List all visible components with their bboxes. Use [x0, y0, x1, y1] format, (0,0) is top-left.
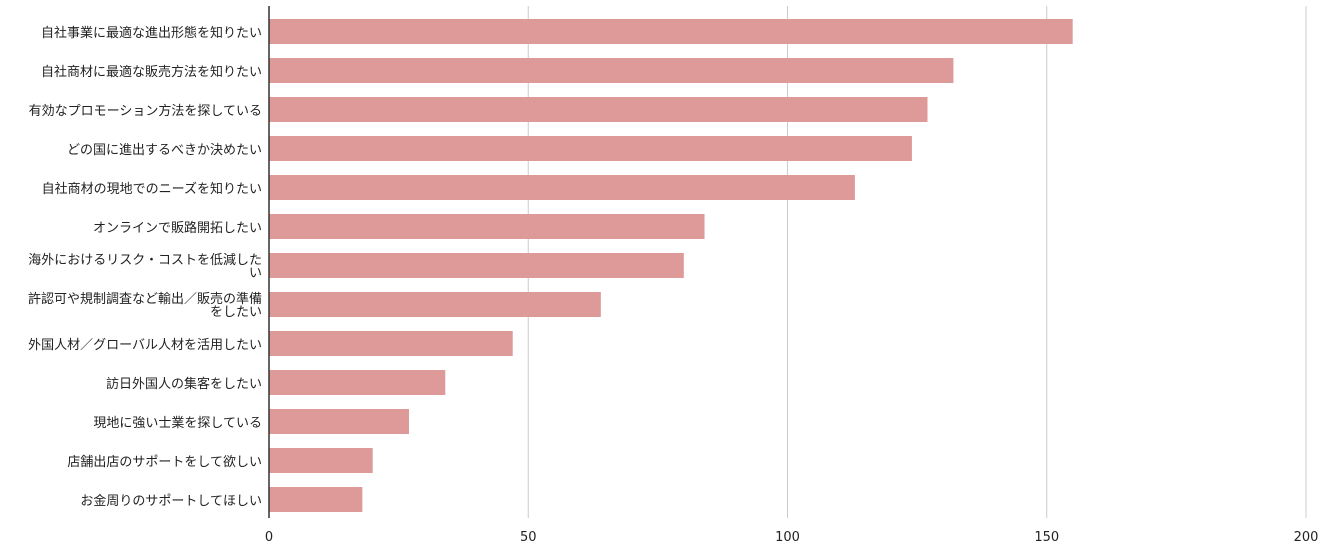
label-layer: 自社事業に最適な進出形態を知りたい自社商材に最適な販売方法を知りたい有効なプロモ… — [28, 25, 262, 509]
category-label-6: オンラインで販路開拓したい — [93, 220, 262, 236]
bar-1 — [269, 19, 1073, 44]
category-label-2: 自社商材に最適な販売方法を知りたい — [41, 64, 262, 80]
category-label-11: 現地に強い士業を探している — [93, 415, 262, 431]
x-tick-label-50: 50 — [520, 530, 537, 545]
category-label-8: 許認可や規制調査など輸出／販売の準備をしたい — [28, 291, 262, 320]
x-tick-label-150: 150 — [1034, 530, 1059, 545]
bar-13 — [269, 487, 363, 512]
category-label-5: 自社商材の現地でのニーズを知りたい — [42, 181, 262, 197]
bar-11 — [269, 409, 409, 434]
bar-6 — [269, 214, 705, 239]
category-label-13: お金周りのサポートしてほしい — [80, 493, 262, 509]
bar-12 — [269, 448, 373, 473]
bar-layer — [269, 19, 1073, 512]
axis-layer: 0 50 100 150 200 — [265, 6, 1319, 545]
bar-2 — [269, 58, 954, 83]
category-label-12: 店舗出店のサポートをして欲しい — [67, 454, 262, 470]
bar-10 — [269, 370, 446, 395]
category-label-3: 有効なプロモーション方法を探している — [29, 103, 262, 119]
bar-7 — [269, 253, 684, 278]
bar-3 — [269, 97, 928, 122]
bar-5 — [269, 175, 855, 200]
category-label-1: 自社事業に最適な進出形態を知りたい — [41, 25, 262, 41]
category-label-4: どの国に進出するべきか決めたい — [67, 143, 262, 158]
category-label-10: 訪日外国人の集客をしたい — [106, 376, 262, 392]
x-tick-label-100: 100 — [775, 530, 800, 545]
category-label-9: 外国人材／グローバル人材を活用したい — [28, 338, 262, 353]
bar-8 — [269, 292, 601, 317]
x-tick-label-200: 200 — [1294, 530, 1319, 545]
x-tick-label-0: 0 — [265, 530, 273, 545]
bar-9 — [269, 331, 513, 356]
category-label-7: 海外におけるリスク・コストを低減したい — [28, 252, 262, 281]
bar-4 — [269, 136, 912, 161]
